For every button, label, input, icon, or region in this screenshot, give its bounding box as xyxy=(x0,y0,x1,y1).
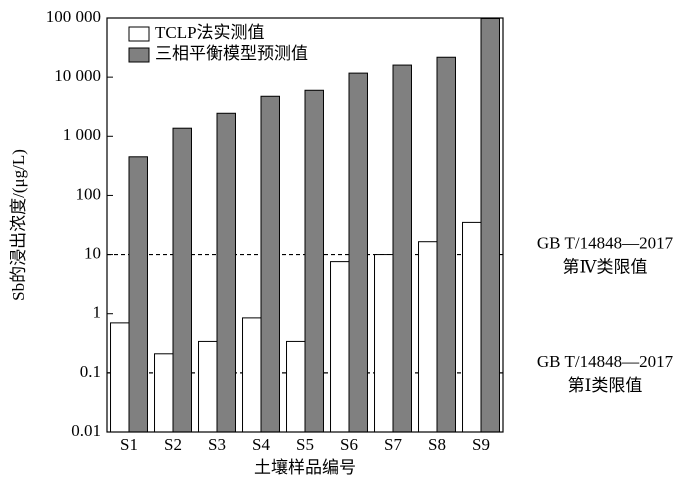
x-tick-label: S9 xyxy=(472,435,490,454)
reference-label: 第Ⅰ类限值 xyxy=(568,376,643,395)
plot-frame xyxy=(106,17,504,433)
y-tick-label: 1 xyxy=(93,303,102,322)
x-tick-label: S4 xyxy=(252,435,270,454)
y-tick-label: 100 000 xyxy=(46,7,101,26)
x-tick-label: S1 xyxy=(120,435,138,454)
y-tick-label: 10 xyxy=(84,243,101,262)
reference-label: GB T/14848—2017 xyxy=(537,352,674,371)
x-axis-label: 土壤样品编号 xyxy=(254,457,356,477)
bar xyxy=(286,340,306,433)
bar xyxy=(330,261,350,433)
legend-label: TCLP法实测值 xyxy=(155,23,265,42)
bar xyxy=(154,353,174,433)
y-axis-label: Sb的浸出浓度/(μg/L) xyxy=(9,149,28,301)
bar xyxy=(374,254,394,433)
bar xyxy=(348,72,368,433)
x-tick-label: S6 xyxy=(340,435,358,454)
bar xyxy=(128,156,148,433)
bar xyxy=(392,64,412,433)
bar xyxy=(172,127,192,433)
reference-label: GB T/14848—2017 xyxy=(537,233,674,252)
bar xyxy=(242,317,262,433)
x-tick-label: S2 xyxy=(164,435,182,454)
y-tick-label: 10 000 xyxy=(54,66,101,85)
x-tick-label: S8 xyxy=(428,435,446,454)
x-tick-label: S3 xyxy=(208,435,226,454)
legend-label: 三相平衡模型预测值 xyxy=(155,44,308,63)
x-tick-label: S5 xyxy=(296,435,314,454)
legend-swatch xyxy=(128,26,150,42)
bar xyxy=(216,112,236,433)
y-tick-label: 100 xyxy=(76,184,102,203)
bar xyxy=(304,89,324,433)
y-tick-label: 0.1 xyxy=(80,362,101,381)
y-tick-label: 1 000 xyxy=(63,125,101,144)
bar xyxy=(198,340,218,433)
bar xyxy=(436,56,456,433)
x-tick-label: S7 xyxy=(384,435,402,454)
bar xyxy=(260,95,280,433)
legend-swatch xyxy=(128,47,150,63)
bar xyxy=(480,18,500,433)
reference-label: 第Ⅳ类限值 xyxy=(563,257,648,276)
bar xyxy=(462,221,482,433)
y-tick-label: 0.01 xyxy=(71,421,101,440)
bar xyxy=(418,241,438,433)
bar xyxy=(110,322,130,433)
